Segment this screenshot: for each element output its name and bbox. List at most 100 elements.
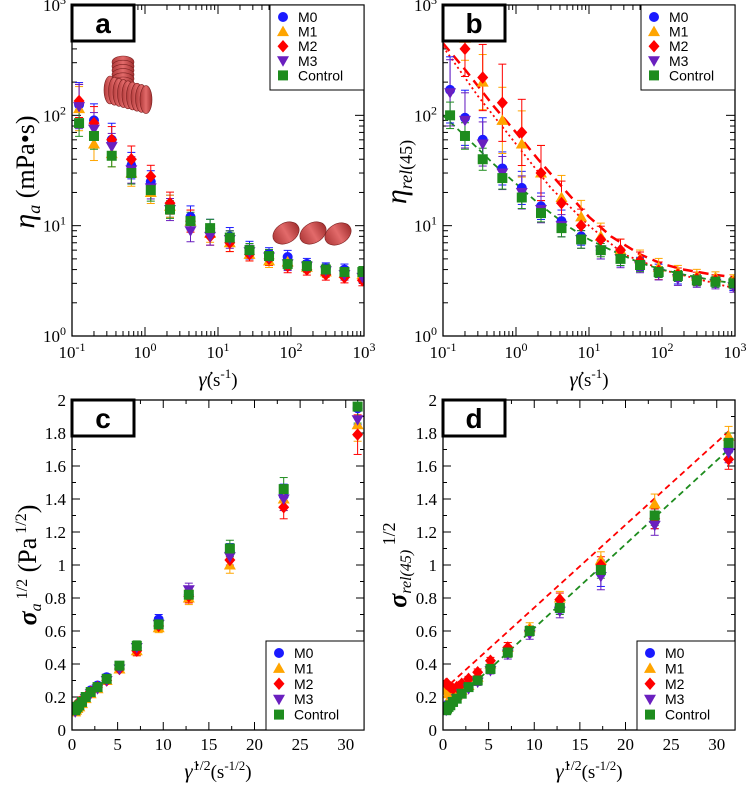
data-point [459,42,471,56]
data-point [614,243,626,257]
y-tick-label: 0.8 [416,589,437,608]
data-point [320,264,331,275]
legend-marker-m2 [273,677,285,691]
data-point [649,510,660,521]
data-point [691,275,702,286]
data-point [496,114,509,125]
legend-label-m0: M0 [294,645,314,661]
data-point [105,142,118,153]
y-tick-label: 1.8 [45,424,66,443]
data-point [502,647,513,658]
legend-label-m3: M3 [665,691,685,707]
data-point [485,663,496,674]
y-tick-label: 1.6 [416,457,437,476]
data-point [497,173,508,184]
data-point [653,267,664,278]
x-tick-label: 30 [337,735,354,754]
legend-label-m0: M0 [665,645,685,661]
panel-label-box [70,398,136,438]
axes-frame [442,399,736,731]
series-m0 [446,56,735,291]
markers-control [445,110,735,289]
x-tick-label: 0 [439,735,448,754]
data-point [264,251,275,262]
x-tick-label: 100 [505,340,528,362]
legend-label-m2: M2 [294,676,314,692]
y-tick-label: 1 [58,556,67,575]
markers-m2 [73,94,364,287]
x-axis-label-b: γ̇(s-1) [569,366,608,391]
axes-frame [442,4,736,337]
x-tick-label: 20 [246,735,263,754]
data-point [87,137,100,149]
data-point [476,139,489,150]
data-point [125,152,137,166]
y-tick-label: 0.4 [45,655,67,674]
legend-marker-m0 [274,648,284,658]
data-point [183,589,194,600]
data-point [87,124,100,136]
data-point [278,484,289,495]
legend-label-m2: M2 [669,38,689,54]
data-point [145,185,156,196]
x-axis-label-d: γ̇1/2(s-1/2) [555,758,622,783]
y-tick-label: 0 [429,721,438,740]
legend-marker-m2 [277,39,289,53]
panel-label: d [465,403,482,434]
x-tick-label: 15 [200,735,217,754]
data-point [477,154,488,165]
data-point [595,564,606,575]
data-point [555,191,568,203]
y-tick-label: 0.2 [45,688,66,707]
data-point [80,692,91,702]
y-tick-label: 101 [414,214,437,236]
data-point [524,626,535,636]
panel-label-box [441,398,507,438]
data-point [153,619,164,630]
legend-label-m2: M2 [298,38,318,54]
series-control [446,101,735,290]
markers-m3 [73,102,364,284]
legend-label-m3: M3 [294,691,314,707]
data-point [477,71,489,84]
y-tick-label: 102 [414,103,437,125]
rbc-disc [324,222,352,246]
data-point [352,428,364,441]
markers-m3 [444,88,735,293]
legend-marker-m1 [644,662,656,673]
legend-label-m0: M0 [669,9,689,25]
data-point [463,672,475,686]
data-point [575,219,587,232]
y-tick-label: 1.2 [416,523,437,542]
x-tick-label: 10 [155,735,172,754]
data-point [339,267,350,278]
legend-marker-m2 [644,677,656,691]
y-axis-label-a: ηa (mPa•s) [8,115,44,228]
panel-label: a [95,8,111,39]
x-tick-label: 102 [651,340,674,362]
legend-marker-m1 [273,662,285,673]
data-point [595,245,606,256]
markers-m0 [74,99,364,279]
rbc-disc [139,85,153,114]
series-m3 [446,59,735,293]
legend-marker-m3 [648,56,660,67]
x-tick-label: 10-1 [430,340,457,362]
data-point [648,520,661,532]
x-tick-label: 20 [617,735,634,754]
x-tick-label: 0 [68,735,77,754]
data-point [575,210,588,222]
data-point [672,270,683,281]
data-point [458,115,471,127]
y-tick-label: 1.4 [45,490,67,509]
y-tick-label: 103 [43,0,66,15]
legend-label-m3: M3 [298,53,318,69]
data-point [615,253,626,264]
plot-area-b [443,7,735,293]
data-point [205,223,216,234]
markers-m0 [445,84,735,290]
data-point [595,233,607,246]
data-point [710,276,721,287]
